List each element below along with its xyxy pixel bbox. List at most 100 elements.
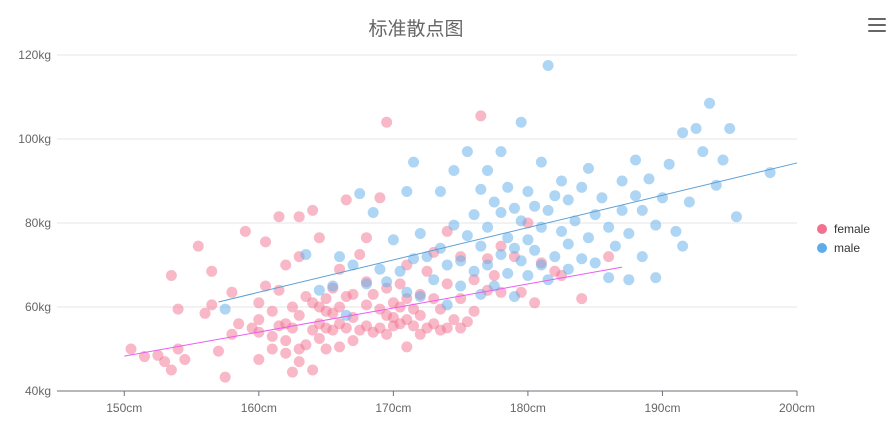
data-point-male [401, 286, 413, 298]
data-point-male [408, 156, 420, 168]
chart-title: 标准散点图 [368, 19, 464, 40]
trend-lines [124, 162, 798, 357]
data-point-male [690, 123, 702, 134]
data-point-female [408, 320, 420, 332]
data-point-male [502, 232, 514, 244]
data-point-male [360, 278, 372, 290]
data-point-male [569, 215, 581, 227]
data-point-male [468, 265, 480, 277]
data-point-female [441, 278, 453, 290]
data-point-female [468, 274, 480, 286]
data-point-male [596, 192, 608, 204]
data-point-male [387, 234, 399, 246]
data-point-male [535, 221, 547, 233]
data-point-male [724, 123, 736, 134]
data-point-male [556, 225, 568, 237]
data-point-male [730, 211, 742, 223]
data-point-female [179, 354, 191, 365]
data-point-female [360, 299, 372, 311]
data-point-male [334, 251, 346, 263]
data-point-female [226, 328, 238, 340]
data-point-female [374, 192, 386, 204]
data-point-male [636, 251, 648, 263]
data-point-female [293, 356, 305, 368]
data-point-male [677, 240, 689, 252]
legend-item-female[interactable]: female [817, 221, 870, 237]
data-point-female [360, 232, 372, 244]
data-point-female [273, 211, 285, 223]
data-point-female [266, 305, 278, 317]
legend-marker [817, 224, 827, 234]
data-point-female [441, 322, 453, 334]
data-point-female [354, 249, 366, 260]
data-point-female [138, 351, 150, 363]
data-point-female [266, 330, 278, 342]
trend-line-female [124, 266, 623, 357]
menu-icon-bar [868, 18, 886, 20]
data-point-male [515, 116, 527, 128]
data-point-male [636, 204, 648, 216]
data-point-female [307, 364, 319, 376]
data-point-male [374, 263, 386, 275]
data-point-male [717, 154, 729, 166]
data-point-male [354, 188, 366, 200]
trend-line-male [218, 162, 798, 303]
data-point-female [334, 301, 346, 313]
data-point-female [367, 288, 379, 300]
x-tick-label: 170cm [375, 401, 411, 415]
data-point-male [327, 280, 339, 292]
data-point-male [576, 181, 588, 193]
data-point-female [340, 322, 352, 334]
data-point-female [280, 347, 292, 359]
data-point-male [542, 60, 554, 71]
data-point-male [448, 165, 460, 176]
legend-item-male[interactable]: male [817, 240, 870, 256]
data-point-male [381, 276, 393, 288]
data-point-male [219, 303, 231, 315]
data-point-male [488, 280, 500, 292]
data-points [125, 60, 776, 383]
axes: 40kg 60kg 80kg 100kg 120kg 150cm 160cm 170cm 180… [18, 48, 815, 415]
x-tick-label: 150cm [106, 401, 142, 415]
data-point-male [455, 255, 467, 267]
data-point-male [535, 259, 547, 271]
data-point-male [461, 230, 473, 242]
data-point-female [293, 309, 305, 321]
data-point-female [320, 343, 332, 355]
data-point-female [286, 322, 298, 334]
data-point-male [623, 274, 635, 286]
data-point-female [394, 278, 406, 290]
menu-icon[interactable] [868, 18, 886, 34]
data-point-female [475, 110, 487, 122]
data-point-male [562, 194, 574, 206]
data-point-male [475, 288, 487, 300]
data-point-male [535, 156, 547, 168]
data-point-male [482, 221, 494, 233]
data-point-male [609, 240, 621, 252]
data-point-male [529, 244, 541, 256]
data-point-male [421, 251, 433, 263]
data-point-female [253, 297, 265, 309]
data-point-male [482, 165, 494, 176]
data-point-male [522, 270, 534, 281]
x-tick-label: 200cm [779, 401, 815, 415]
data-point-male [704, 97, 716, 109]
legend-label: male [834, 241, 861, 255]
data-point-male [549, 251, 561, 263]
data-point-male [502, 267, 514, 279]
data-point-male [589, 257, 601, 269]
data-point-female [253, 354, 265, 365]
data-point-female [414, 309, 426, 321]
data-point-female [286, 366, 298, 378]
data-point-female [307, 204, 319, 216]
x-tick-label: 180cm [510, 401, 546, 415]
data-point-male [475, 183, 487, 195]
data-point-female [125, 343, 137, 355]
y-tick-label: 60kg [25, 300, 51, 314]
data-point-female [461, 316, 473, 328]
data-point-female [495, 240, 507, 252]
data-point-female [165, 364, 177, 376]
data-point-male [455, 280, 467, 292]
legend-marker [817, 243, 827, 253]
